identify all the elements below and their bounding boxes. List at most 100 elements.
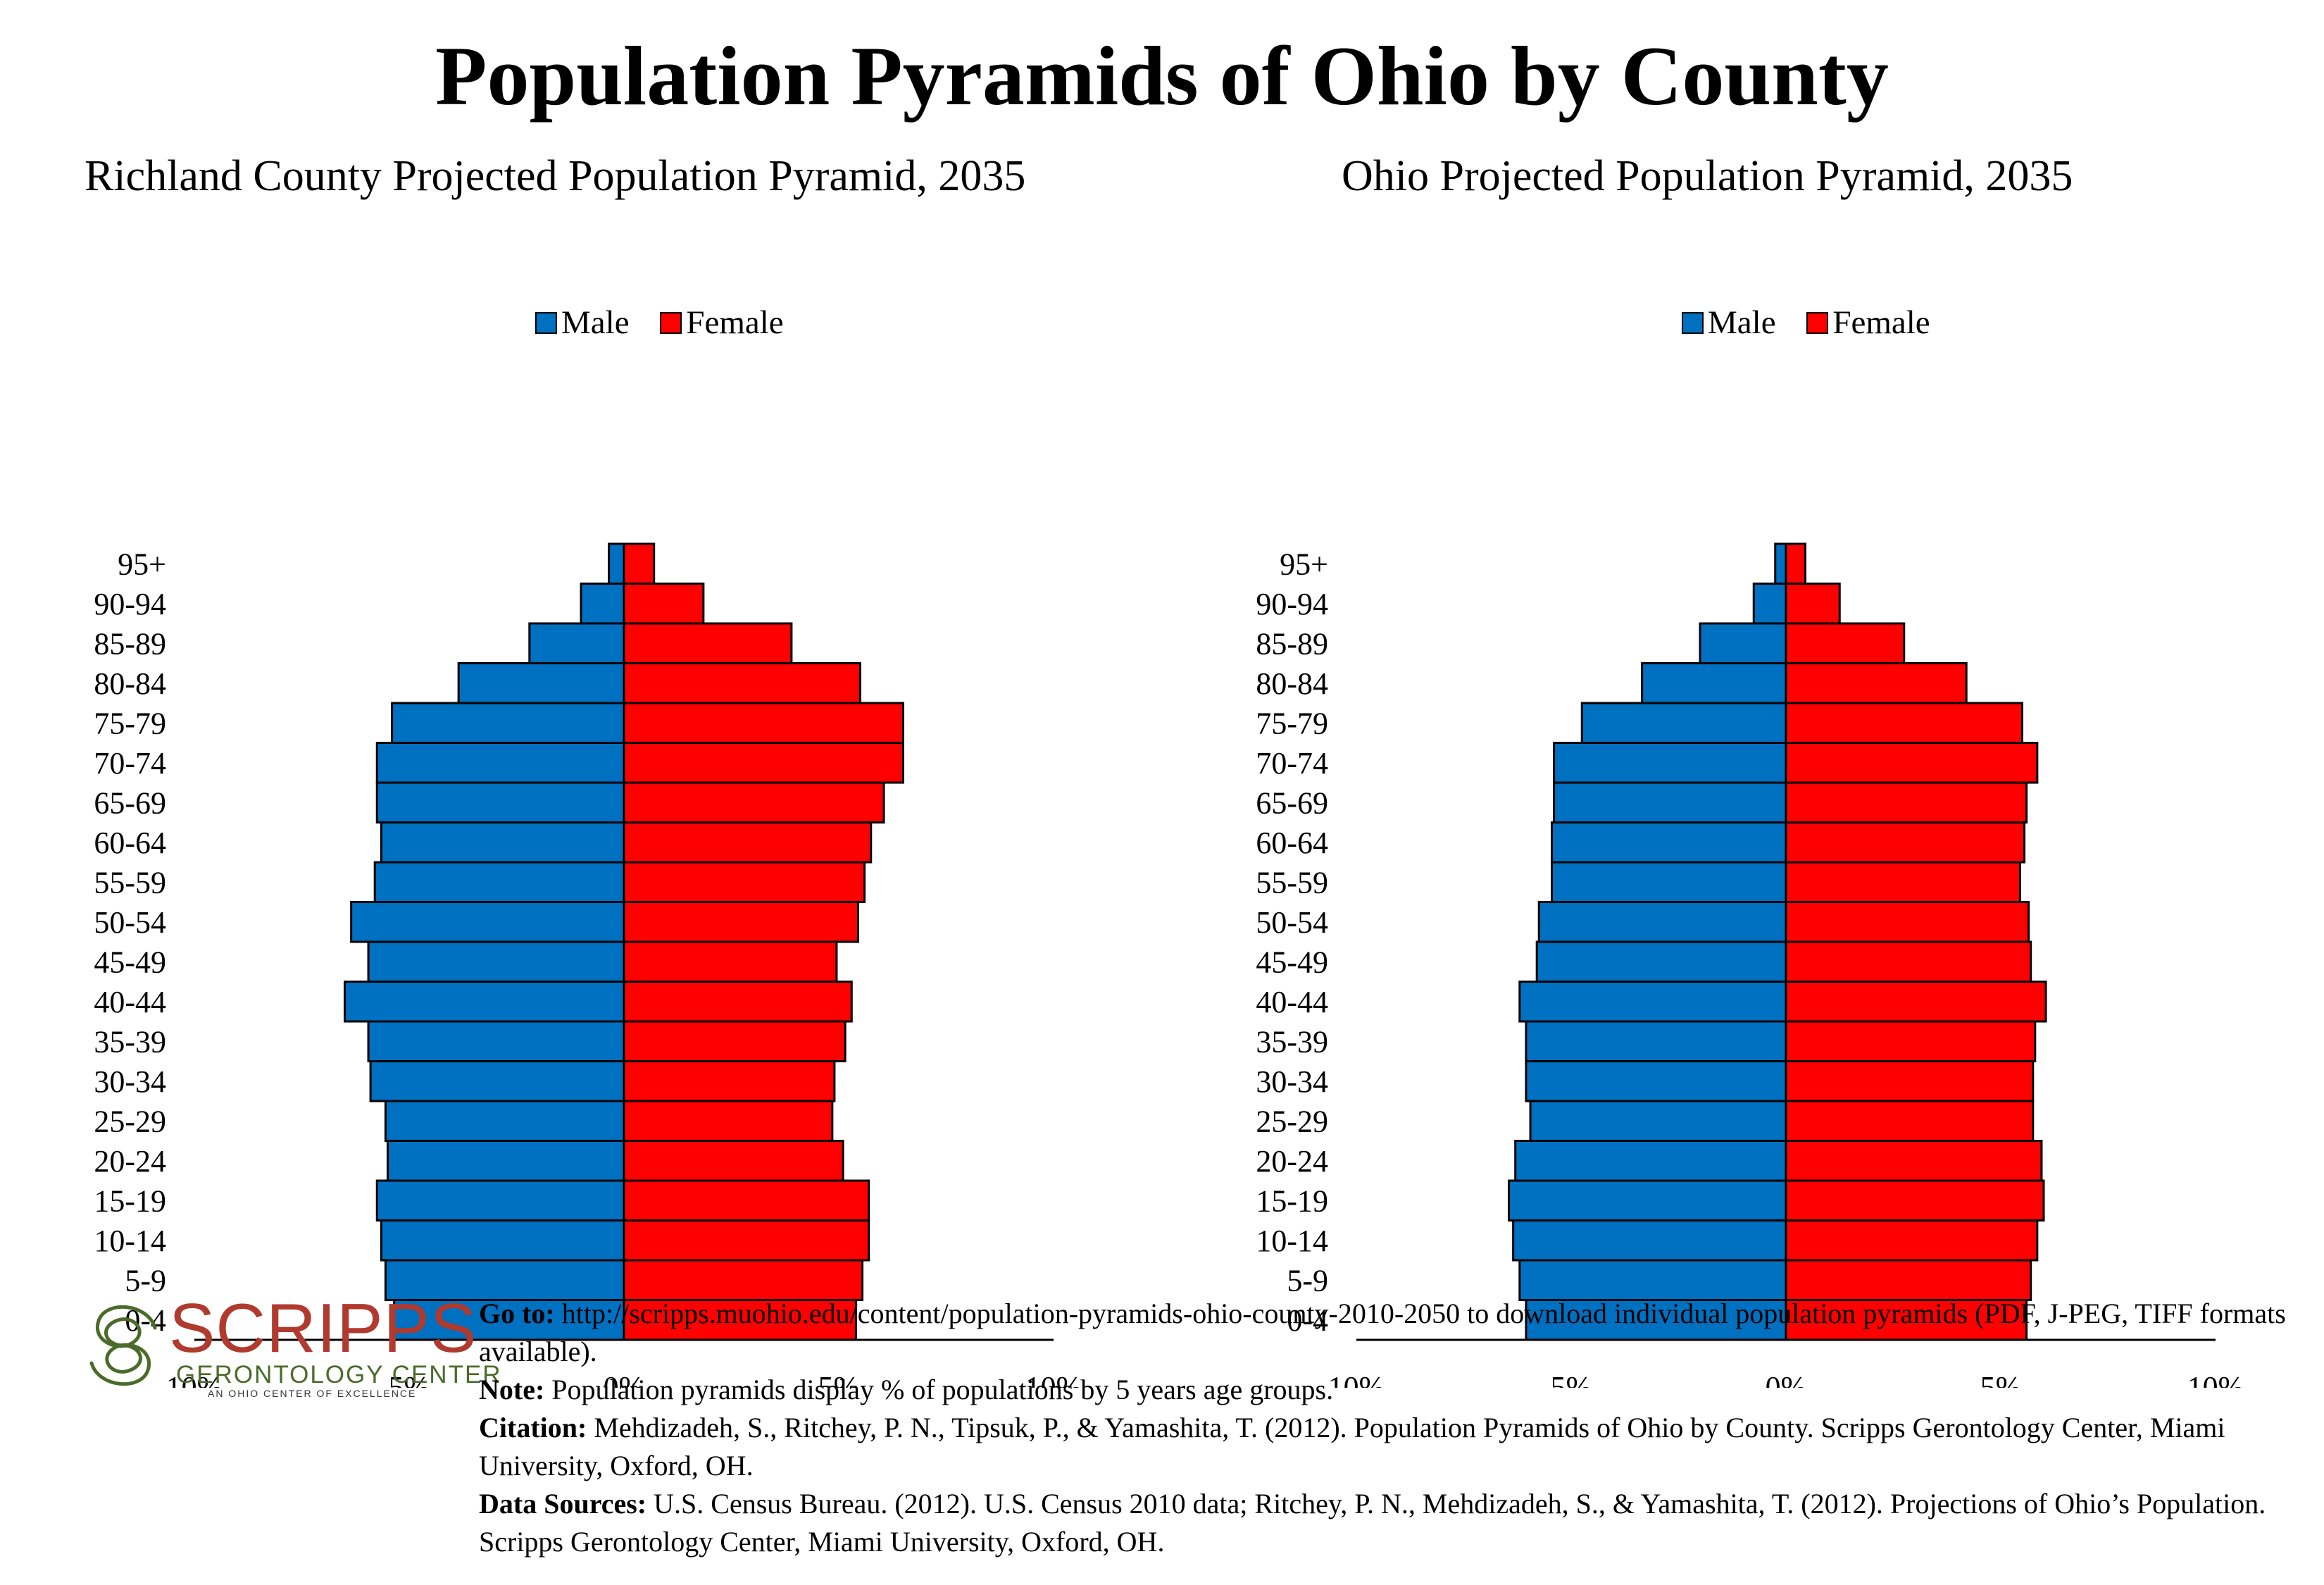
bar-male-85-89 [1699, 622, 1787, 664]
bar-male-90-94 [1752, 583, 1787, 625]
bar-female-50-54 [623, 901, 859, 943]
y-tick-label: 90-94 [1256, 587, 1328, 621]
y-tick-label: 90-94 [94, 587, 166, 621]
y-tick-label: 55-59 [1256, 865, 1328, 900]
bar-female-35-39 [623, 1020, 846, 1062]
bar-male-15-19 [1508, 1179, 1787, 1222]
note-text: Population pyramids display % of populat… [544, 1374, 1334, 1405]
bar-male-70-74 [1553, 742, 1787, 784]
page-title: Population Pyramids of Ohio by County [435, 29, 1889, 123]
y-tick-label: 45-49 [1256, 945, 1328, 979]
bar-female-95+ [1785, 542, 1806, 585]
bar-female-5-9 [1785, 1259, 2032, 1301]
legend-label-female: Female [1832, 304, 1930, 341]
y-tick-label: 55-59 [94, 865, 166, 900]
sources-text: U.S. Census Bureau. (2012). U.S. Census … [479, 1488, 2266, 1558]
bar-female-15-19 [623, 1179, 870, 1222]
bar-female-5-9 [623, 1259, 864, 1301]
bar-female-90-94 [1785, 583, 1841, 625]
bar-male-80-84 [1641, 662, 1787, 704]
bar-female-75-79 [623, 702, 904, 744]
y-tick-label: 15-19 [94, 1183, 166, 1218]
bar-female-45-49 [1785, 940, 2032, 983]
x-tick-label: 0% [1766, 1370, 1807, 1388]
bar-female-65-69 [1785, 781, 2028, 823]
bar-male-20-24 [1514, 1140, 1787, 1182]
bar-male-75-79 [391, 702, 625, 744]
bar-female-55-59 [623, 861, 866, 903]
bar-male-70-74 [375, 742, 625, 784]
sources-label: Data Sources: [479, 1488, 647, 1519]
logo-wordmark: SCRIPPS [169, 1289, 477, 1367]
x-tick-label: 5% [1551, 1370, 1592, 1388]
bar-male-95+ [608, 542, 625, 585]
x-tick-label: 10% [2187, 1370, 2244, 1388]
legend-swatch-female [1806, 311, 1829, 334]
bar-male-90-94 [580, 583, 625, 625]
y-tick-label: 75-79 [94, 706, 166, 740]
x-tick-label: 0% [604, 1370, 645, 1388]
bar-female-80-84 [623, 662, 861, 704]
bar-male-0-4 [393, 1299, 625, 1341]
y-tick-label: 35-39 [1256, 1024, 1328, 1059]
y-tick-label: 20-24 [1256, 1144, 1328, 1179]
legend-item-male: Male [1682, 302, 1776, 344]
legend-item-male: Male [535, 302, 630, 344]
bar-female-35-39 [1785, 1020, 2037, 1062]
x-tick-label: 5% [1980, 1370, 2022, 1388]
y-tick-label: 80-84 [94, 666, 166, 701]
legend-swatch-female [660, 311, 682, 334]
bar-male-15-19 [375, 1179, 625, 1222]
bar-female-65-69 [623, 781, 885, 823]
bar-male-10-14 [380, 1219, 625, 1262]
x-tick-label: 10% [166, 1370, 223, 1388]
y-tick-label: 45-49 [94, 945, 166, 979]
y-tick-label: 25-29 [1256, 1104, 1328, 1138]
y-tick-label: 85-89 [1256, 626, 1328, 661]
scripps-logo: SCRIPPS GERONTOLOGY CENTER AN OHIO CENTE… [77, 1293, 501, 1399]
bar-male-40-44 [344, 981, 625, 1023]
y-tick-label: 80-84 [1256, 666, 1328, 701]
legend-swatch-male [535, 311, 557, 334]
legend-item-female: Female [1806, 302, 1930, 344]
bar-female-30-34 [623, 1060, 836, 1102]
bar-male-65-69 [375, 781, 625, 823]
bar-male-75-79 [1580, 702, 1787, 744]
y-tick-label: 95+ [1280, 547, 1328, 581]
x-tick-label: 5% [389, 1370, 430, 1388]
citation-label: Citation: [479, 1412, 587, 1443]
bar-male-25-29 [384, 1100, 625, 1142]
y-tick-label: 25-29 [94, 1104, 166, 1138]
bar-female-90-94 [623, 583, 705, 625]
richland-pyramid-chart: Richland County Projected Population Pyr… [0, 148, 1162, 1388]
y-tick-label: 30-34 [1256, 1064, 1328, 1099]
bar-female-15-19 [1785, 1179, 2045, 1222]
legend-item-female: Female [660, 302, 784, 344]
bar-female-40-44 [1785, 981, 2047, 1023]
bar-male-80-84 [457, 662, 625, 704]
bar-male-5-9 [384, 1259, 625, 1301]
note-label: Note: [479, 1374, 545, 1405]
logo-tagline: AN OHIO CENTER OF EXCELLENCE [208, 1388, 417, 1399]
goto-text: http://scripps.muohio.edu/content/popula… [479, 1298, 2286, 1367]
bar-male-65-69 [1553, 781, 1787, 823]
bar-male-50-54 [1537, 901, 1787, 943]
bar-female-80-84 [1785, 662, 1968, 704]
chart-legend: Male Female [1682, 302, 1953, 344]
y-tick-label: 0-4 [1287, 1303, 1328, 1338]
bar-male-55-59 [1551, 861, 1787, 903]
bar-female-20-24 [623, 1140, 844, 1182]
y-tick-label: 60-64 [1256, 826, 1328, 860]
y-tick-label: 95+ [118, 547, 166, 581]
bar-male-30-34 [1525, 1060, 1787, 1102]
bar-female-40-44 [623, 981, 853, 1023]
y-tick-label: 35-39 [94, 1024, 166, 1059]
bar-male-60-64 [1551, 821, 1787, 864]
pyramid-plot: 95+ 90-94 85-89 80-84 75-79 70-74 65-69 60-64 55… [1256, 542, 2244, 1388]
bar-male-30-34 [369, 1060, 625, 1102]
bar-male-95+ [1774, 542, 1787, 585]
bar-male-35-39 [1525, 1020, 1787, 1062]
y-tick-label: 30-34 [94, 1064, 166, 1099]
x-tick-label: 5% [818, 1370, 860, 1388]
chart-title: Ohio Projected Population Pyramid, 2035 [1342, 152, 2073, 200]
